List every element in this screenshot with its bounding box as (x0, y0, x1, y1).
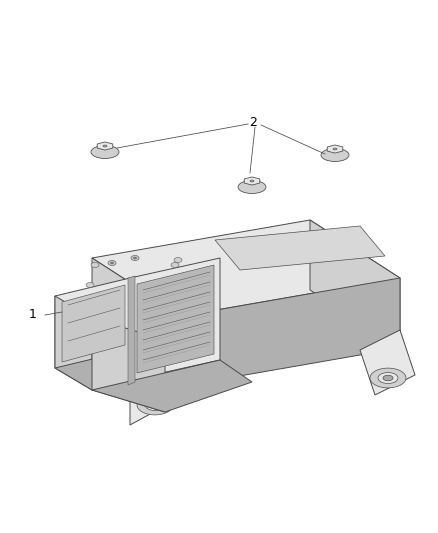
Polygon shape (55, 278, 130, 368)
Ellipse shape (103, 145, 107, 147)
Polygon shape (327, 145, 343, 153)
Polygon shape (130, 258, 220, 380)
Ellipse shape (333, 148, 337, 150)
Ellipse shape (370, 368, 406, 388)
Ellipse shape (383, 375, 393, 381)
Ellipse shape (86, 282, 94, 287)
Polygon shape (62, 285, 125, 362)
Ellipse shape (171, 262, 179, 268)
Ellipse shape (137, 395, 173, 415)
Polygon shape (360, 330, 415, 395)
Polygon shape (182, 278, 400, 386)
Ellipse shape (250, 180, 254, 182)
Ellipse shape (110, 262, 113, 264)
Ellipse shape (321, 149, 349, 161)
Ellipse shape (238, 181, 266, 193)
Polygon shape (130, 350, 185, 425)
Ellipse shape (108, 261, 116, 265)
Ellipse shape (174, 257, 182, 262)
Ellipse shape (91, 262, 99, 268)
Polygon shape (92, 220, 400, 316)
Polygon shape (310, 220, 400, 348)
Ellipse shape (131, 255, 139, 261)
Polygon shape (128, 276, 135, 385)
Polygon shape (55, 296, 92, 390)
Ellipse shape (145, 400, 165, 410)
Polygon shape (92, 318, 165, 412)
Ellipse shape (91, 146, 119, 158)
Ellipse shape (134, 257, 137, 259)
Text: 1: 1 (29, 309, 37, 321)
Polygon shape (215, 226, 385, 270)
Polygon shape (92, 360, 252, 412)
Polygon shape (92, 258, 182, 386)
Polygon shape (97, 142, 113, 150)
Text: 2: 2 (249, 116, 257, 128)
Ellipse shape (150, 402, 160, 408)
Polygon shape (244, 177, 260, 185)
Polygon shape (92, 278, 185, 323)
Polygon shape (137, 265, 214, 373)
Ellipse shape (378, 373, 398, 384)
Polygon shape (55, 350, 165, 390)
